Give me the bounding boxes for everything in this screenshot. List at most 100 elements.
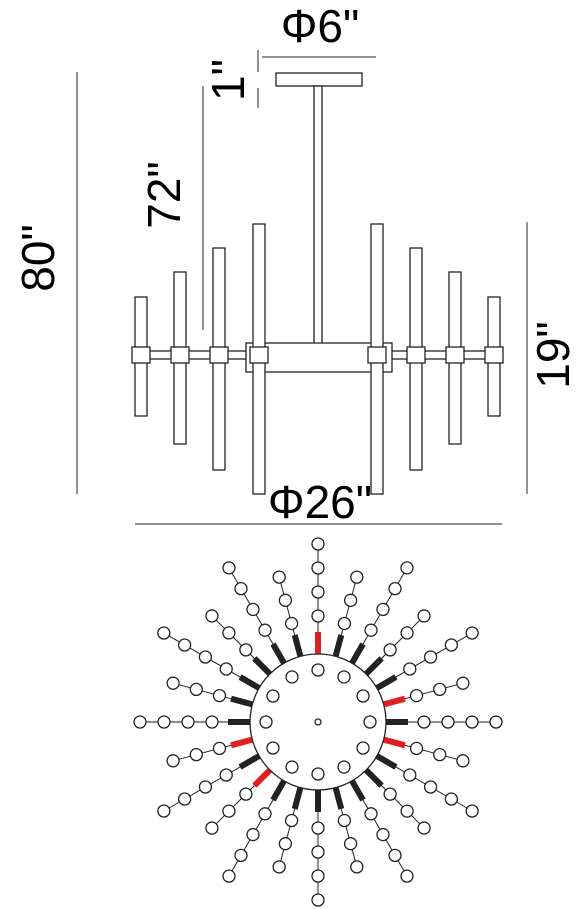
crystal [433,682,447,697]
crystal [376,827,390,842]
crystal [222,804,236,818]
crystal [278,593,293,607]
crystal [388,848,402,863]
socket [170,346,190,364]
crystal [409,741,424,756]
crystal [157,804,171,818]
crystal [400,804,414,818]
crystal [166,754,180,768]
crystal [311,869,325,883]
crystal [272,860,286,874]
crystal [258,807,272,821]
crystal [222,626,236,640]
crystal [284,813,299,828]
crystal [400,626,414,640]
hole [311,663,325,677]
crystal [417,821,431,835]
socket [131,346,151,364]
crystal [212,688,227,703]
crystal [383,787,397,801]
hole [266,689,280,703]
dim-label: 1" [202,59,254,101]
hole [356,741,370,755]
crystal [364,623,378,637]
crystal [157,715,171,729]
crystal [311,893,325,907]
crystal [278,837,293,851]
crystal [400,561,414,575]
top-view [133,537,503,907]
crystal [388,581,402,596]
socket [445,346,465,364]
crystal [181,715,195,729]
crystal [311,821,325,835]
crystal [417,715,431,729]
socket [209,346,229,364]
crystal [444,638,459,652]
crystal [350,570,364,584]
side-view: 80" 72" 1" 19" Φ6" Φ26" [12,0,576,528]
crystal [376,602,390,617]
crystal [212,741,227,756]
crystal [400,869,414,883]
center [314,718,322,726]
hole [311,767,325,781]
stem [313,85,323,345]
crystal [246,827,260,842]
crystal [337,813,352,828]
crystal [133,715,147,729]
crystal [465,804,479,818]
hole [285,760,299,774]
crystal [383,643,397,657]
socket [367,346,387,364]
crystal [423,650,438,664]
crystal [198,780,213,794]
crystal [441,715,455,729]
crystal [456,676,470,690]
dim-label: 80" [12,224,64,292]
crystal [465,626,479,640]
crystal [205,715,219,729]
crystal [205,609,219,623]
crystal [166,676,180,690]
crystal [417,609,431,623]
hole [337,670,351,684]
hole [266,741,280,755]
dim-label: Φ26" [268,476,372,528]
crystal [423,780,438,794]
crystal [311,609,325,623]
crystal [409,688,424,703]
crystal [234,848,248,863]
hole [285,670,299,684]
crystal [198,650,213,664]
crystal [219,768,233,782]
socket [249,346,269,364]
hole [363,715,377,729]
crystal [239,643,253,657]
dim-label: Φ6" [281,0,360,52]
crystal [364,807,378,821]
crystal [177,638,192,652]
crystal [157,626,171,640]
crystal [189,682,203,697]
crystal [284,616,299,631]
crystal [246,602,260,617]
crystal [219,662,233,676]
hole [337,760,351,774]
hole [259,715,273,729]
crystal [234,581,248,596]
crystal [433,747,447,762]
crystal [311,537,325,551]
dim-label: 19" [527,321,576,389]
crystal [465,715,479,729]
crystal [222,869,236,883]
crystal [489,715,503,729]
dim-label: 72" [138,161,190,229]
crystal [311,561,325,575]
crystal [189,747,203,762]
canopy [275,72,363,87]
crystal [343,837,358,851]
crystal [403,768,417,782]
crystal [403,662,417,676]
crystal [222,561,236,575]
